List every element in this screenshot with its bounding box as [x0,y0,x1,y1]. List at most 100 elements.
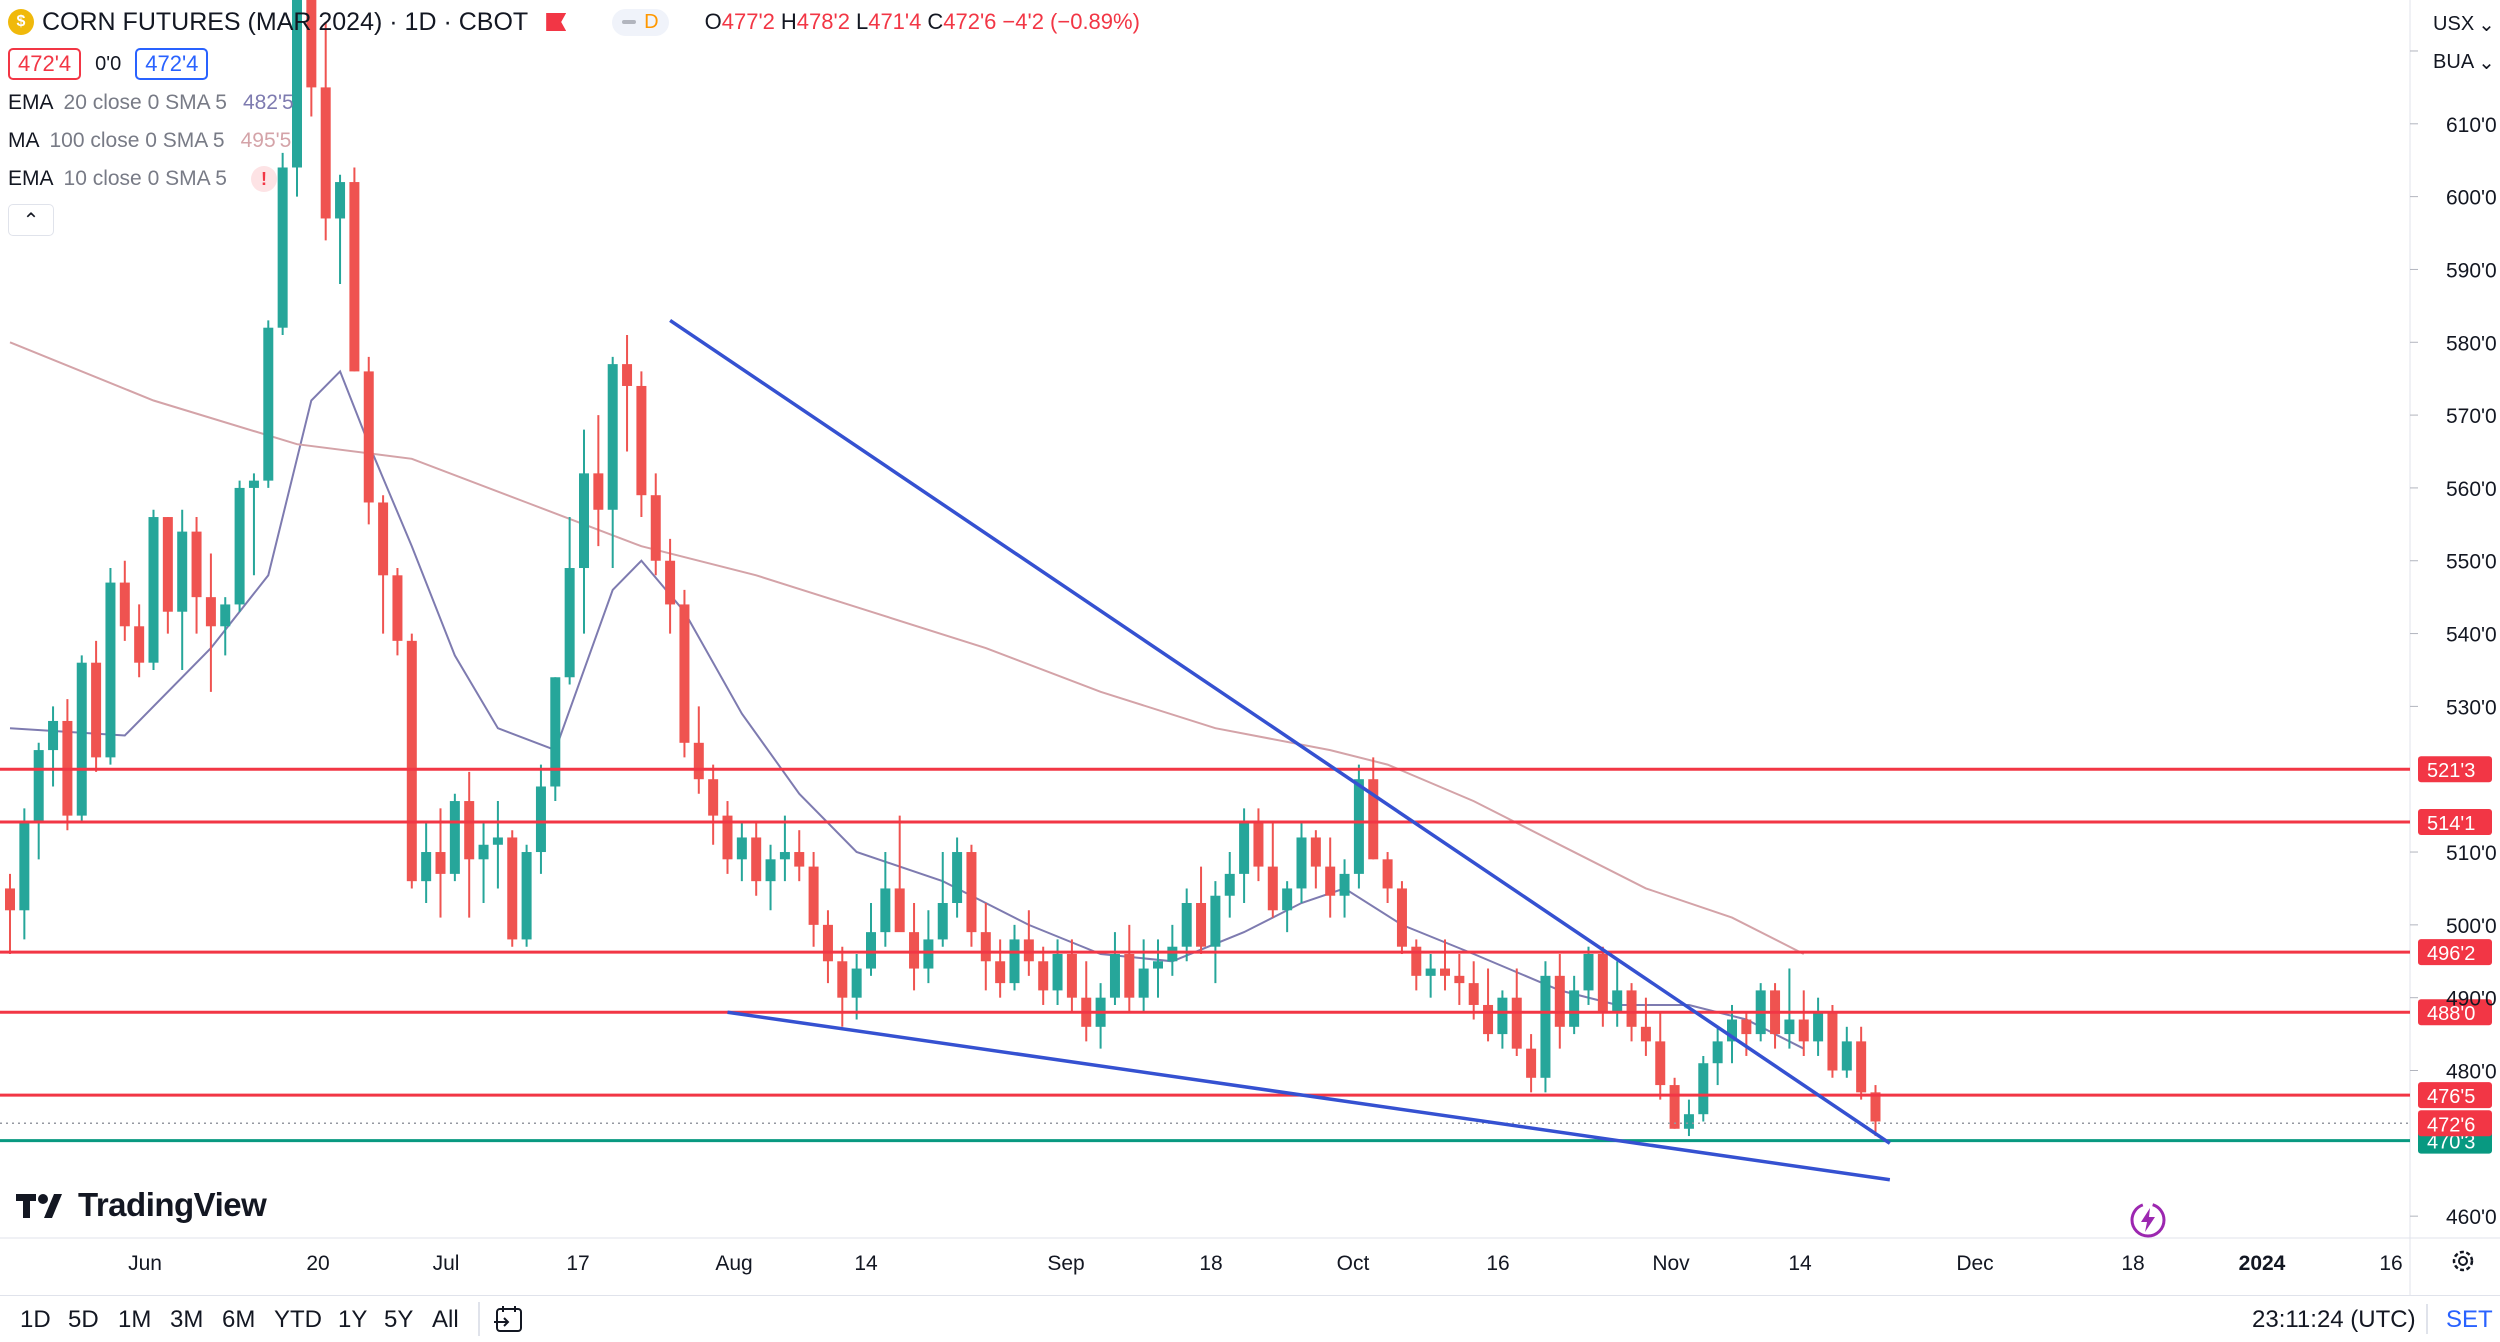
candle[interactable] [1784,968,1795,1049]
candle[interactable] [1296,822,1307,904]
candle[interactable] [335,174,346,285]
candle[interactable] [952,837,963,918]
candle[interactable] [105,568,116,765]
range-all-button[interactable]: All [432,1306,459,1333]
go-to-date-icon[interactable] [494,1304,526,1334]
candle[interactable] [1612,961,1623,1027]
candle[interactable] [507,830,518,947]
candle[interactable] [880,852,891,947]
candle[interactable] [1023,910,1034,976]
candle[interactable] [1267,822,1278,918]
candle[interactable] [1038,946,1049,1005]
candle[interactable] [779,815,790,882]
candle[interactable] [306,0,317,117]
candle[interactable] [248,473,259,576]
candle[interactable] [765,844,776,911]
candle[interactable] [636,371,647,518]
range-1y-button[interactable]: 1Y [338,1306,368,1333]
candle[interactable] [966,844,977,947]
candle[interactable] [1727,1004,1737,1064]
candle[interactable] [406,633,417,889]
candle[interactable] [1870,1085,1881,1137]
candle[interactable] [1841,1026,1852,1078]
candle[interactable] [1153,939,1163,998]
candle[interactable] [134,604,145,678]
indicator-ma100[interactable]: MA 100 close 0 SMA 5 495'5 [8,122,1140,160]
candle[interactable] [1052,939,1063,1005]
candle[interactable] [1741,1012,1752,1056]
range-5y-button[interactable]: 5Y [384,1306,414,1333]
candle[interactable] [1640,997,1651,1056]
candle[interactable] [220,597,231,656]
gear-icon[interactable] [2450,1248,2476,1274]
candle[interactable] [1798,990,1809,1056]
candle[interactable] [579,429,589,634]
unit-select[interactable]: BUA ⌄ [2432,42,2496,82]
candle[interactable] [693,706,704,794]
candle[interactable] [1066,939,1077,1013]
candle[interactable] [1770,983,1781,1049]
candle[interactable] [1167,924,1178,976]
candle[interactable] [665,538,676,634]
candle[interactable] [19,808,30,940]
candle[interactable] [1698,1055,1709,1122]
candle[interactable] [851,953,862,1020]
candle[interactable] [1325,837,1336,918]
candle[interactable] [1282,881,1293,933]
candle[interactable] [1310,830,1321,889]
candle[interactable] [722,801,733,874]
candle[interactable] [1368,757,1379,860]
candle[interactable] [292,0,302,197]
candle[interactable] [1683,1099,1694,1137]
candle[interactable] [1210,881,1221,984]
candle[interactable] [866,903,876,976]
range-6m-button[interactable]: 6M [222,1306,256,1333]
candle[interactable] [1526,1034,1537,1093]
candle[interactable] [937,852,948,947]
candle[interactable] [995,939,1006,998]
timeframe-pill[interactable]: D [612,8,669,36]
candle[interactable] [837,946,848,1027]
candle[interactable] [277,152,288,335]
buy-price-box[interactable]: 472'4 [135,48,209,80]
candle[interactable] [1655,1012,1666,1100]
candle[interactable] [1583,946,1594,1005]
candle[interactable] [535,764,546,874]
candle[interactable] [1813,997,1824,1056]
sell-price-box[interactable]: 472'4 [8,48,82,80]
currency-select[interactable]: USX ⌄ [2432,4,2496,44]
candle[interactable] [421,822,432,904]
candle[interactable] [708,764,719,845]
candle[interactable] [1095,983,1106,1049]
candle[interactable] [822,910,833,984]
upper-trendline[interactable] [669,318,1891,1145]
candle[interactable] [1081,961,1092,1042]
candle[interactable] [91,640,102,772]
candle[interactable] [464,771,475,918]
candle[interactable] [808,852,819,947]
candle[interactable] [794,830,805,882]
candle[interactable] [1440,939,1450,991]
candle[interactable] [1253,808,1264,882]
candle[interactable] [478,822,489,904]
candle[interactable] [679,589,690,758]
candle[interactable] [1454,953,1465,1005]
candle[interactable] [1856,1026,1867,1100]
candle[interactable] [1124,924,1135,1013]
candle[interactable] [263,320,274,488]
lower-trendline[interactable] [727,1010,1891,1182]
candle[interactable] [1712,1026,1723,1086]
symbol-title[interactable]: CORN FUTURES (MAR 2024) · 1D · CBOT [42,7,529,36]
candle[interactable] [1339,859,1350,918]
candle[interactable] [1109,932,1120,1005]
candle[interactable] [1181,888,1192,962]
lightning-icon[interactable] [2128,1200,2168,1240]
candle[interactable] [1497,990,1508,1049]
range-ytd-button[interactable]: YTD [274,1306,322,1333]
candle[interactable] [378,495,389,634]
indicator-ema20[interactable]: EMA 20 close 0 SMA 5 482'5 [8,84,1140,122]
candle[interactable] [980,903,991,991]
candle[interactable] [119,560,130,641]
warning-icon[interactable]: ! [250,166,277,192]
candle[interactable] [751,822,762,896]
